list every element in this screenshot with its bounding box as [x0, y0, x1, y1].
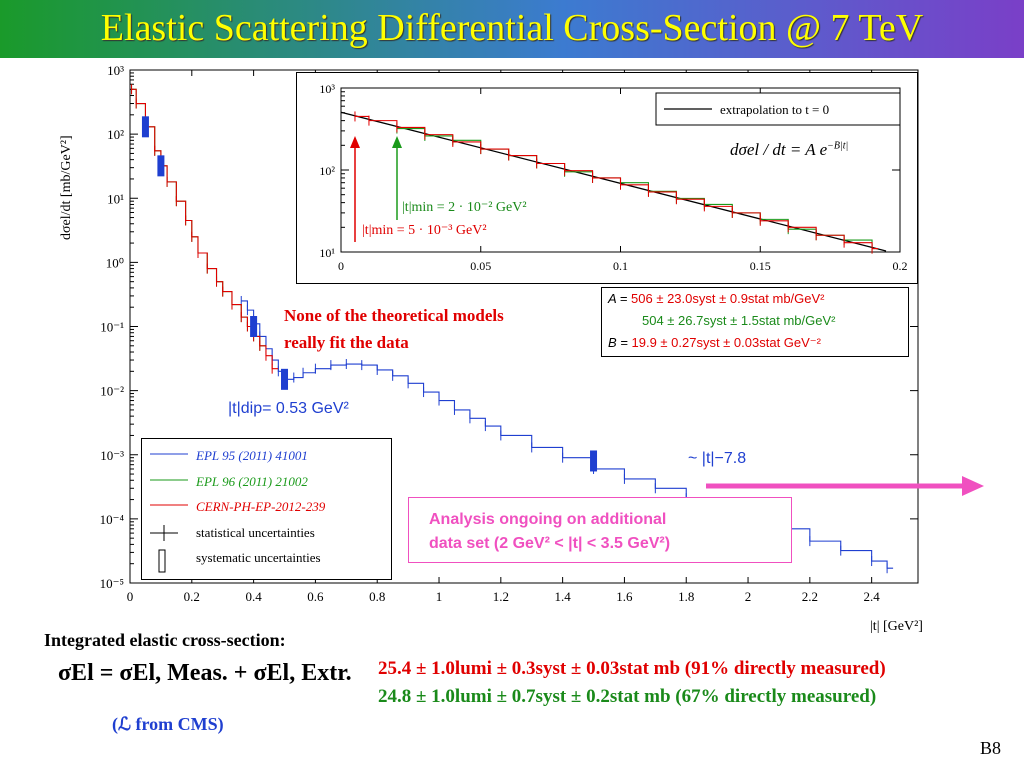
inset-y-tick-label: 10²: [319, 164, 335, 178]
main-x-tick-label: 0: [127, 589, 134, 604]
main-x-tick-label: 1: [436, 589, 443, 604]
tmin-green-label: |t|min = 2 · 10⁻² GeV²: [402, 200, 527, 215]
main-x-tick-label: 1.4: [555, 589, 572, 604]
formula-rhs: = A e: [789, 140, 828, 159]
main-x-tick-label: 0.2: [184, 589, 200, 604]
ongoing-analysis-box: Analysis ongoing on additional data set …: [408, 497, 792, 563]
main-x-tick-label: 0.8: [369, 589, 385, 604]
title-bar: [0, 0, 1024, 58]
formula-exp: −B|t|: [827, 140, 849, 152]
legend-label-4: statistical uncertainties: [196, 524, 315, 540]
b-label: B =: [608, 335, 628, 350]
main-syst-box: [281, 368, 289, 390]
main-y-axis-label: dσel/dt [mb/GeV²]: [59, 135, 74, 240]
slide-number: B8: [980, 738, 1002, 758]
legend-label-3: CERN-PH-EP-2012-239: [196, 499, 326, 514]
b-red-value: 19.9 ± 0.27syst ± 0.03stat GeV⁻²: [631, 335, 822, 350]
main-x-tick-label: 1.6: [616, 589, 633, 604]
main-x-tick-label: 2.2: [802, 589, 818, 604]
tmin-red-label: |t|min = 5 · 10⁻³ GeV²: [362, 223, 487, 238]
legend-syst-box: [158, 549, 166, 573]
main-y-tick-label: 10³: [107, 63, 124, 78]
tdip-annotation: |t|dip= 0.53 GeV²: [228, 400, 349, 417]
slide-title: Elastic Scattering Differential Cross-Se…: [100, 7, 924, 49]
a-label: A =: [608, 291, 628, 306]
no-fit-annotation: None of the theoretical models really fi…: [284, 302, 504, 356]
inset-x-tick-label: 0.05: [470, 259, 491, 273]
tmin-green-arrowhead: [392, 136, 402, 148]
main-x-tick-label: 0.4: [245, 589, 262, 604]
main-syst-box: [157, 155, 165, 177]
main-syst-box: [250, 316, 258, 337]
ongoing-line-2: data set (2 GeV² < |t| < 3.5 GeV²): [429, 535, 671, 552]
main-y-tick-label: 10⁰: [106, 255, 124, 270]
main-x-tick-label: 2.4: [864, 589, 881, 604]
extension-arrow: [706, 476, 984, 496]
lumi-note: (ℒ from CMS): [112, 714, 224, 734]
integrated-heading: Integrated elastic cross-section:: [44, 630, 286, 650]
inset-chart: 0 0.05 0.1 0.15 0.2 10³ 10² 10¹ extrapolation to…: [319, 82, 908, 273]
no-fit-line-2: really fit the data: [284, 333, 409, 352]
main-x-axis-label: |t| [GeV²]: [870, 619, 923, 634]
inset-x-tick-label: 0.15: [750, 259, 771, 273]
fit-params-box: A = 506 ± 23.0syst ± 0.9stat mb/GeV² 504…: [601, 287, 909, 357]
main-y-tick-label: 10⁻⁴: [100, 512, 125, 527]
formula-lhs: dσel / dt: [730, 140, 786, 159]
inset-y-tick-label: 10¹: [319, 246, 335, 260]
a-green-value: 504 ± 26.7syst ± 1.5stat mb/GeV²: [642, 313, 836, 328]
ongoing-line-1: Analysis ongoing on additional: [429, 511, 667, 528]
inset-x-tick-label: 0: [338, 259, 344, 273]
sigma-formula: σEl = σEl, Meas. + σEl, Extr.: [58, 660, 352, 686]
legend-labels: EPL 95 (2011) 41001 EPL 96 (2011) 21002 …: [196, 443, 325, 571]
legend-label-1: EPL 95 (2011) 41001: [196, 448, 308, 463]
main-y-tick-label: 10⁻²: [100, 384, 124, 399]
main-y-tick-label: 10⁻¹: [100, 320, 124, 335]
no-fit-line-1: None of the theoretical models: [284, 306, 504, 325]
main-x-tick-label: 1.8: [678, 589, 694, 604]
inset-x-tick-label: 0.2: [893, 259, 908, 273]
main-y-tick-label: 10⁻³: [100, 448, 124, 463]
legend-label-5: systematic uncertainties: [196, 550, 321, 565]
main-y-tick-label: 10¹: [107, 191, 124, 206]
main-x-tick-label: 1.2: [493, 589, 509, 604]
power-law-annotation: ~ |t|−7.8: [688, 450, 747, 467]
main-x-tick-label: 0.6: [307, 589, 324, 604]
legend-markers: [150, 453, 188, 573]
legend-box: [141, 438, 392, 580]
inset-y-tick-label: 10³: [319, 82, 335, 96]
main-y-tick-label: 10⁻⁵: [100, 576, 124, 591]
tmin-red-arrowhead: [350, 136, 360, 148]
a-red-value: 506 ± 23.0syst ± 0.9stat mb/GeV²: [631, 291, 825, 306]
main-syst-box: [141, 116, 149, 138]
result-green: 24.8 ± 1.0lumi ± 0.7syst ± 0.2stat mb (6…: [378, 686, 877, 707]
inset-legend-label: extrapolation to t = 0: [720, 102, 829, 117]
main-syst-box: [590, 450, 598, 472]
main-x-tick-label: 2: [745, 589, 752, 604]
result-red: 25.4 ± 1.0lumi ± 0.3syst ± 0.03stat mb (…: [378, 658, 886, 679]
legend-label-2: EPL 96 (2011) 21002: [196, 473, 308, 489]
inset-x-tick-label: 0.1: [613, 259, 628, 273]
main-y-tick-label: 10²: [107, 127, 124, 142]
inset-formula: dσel / dt = A e−B|t|: [730, 140, 848, 160]
